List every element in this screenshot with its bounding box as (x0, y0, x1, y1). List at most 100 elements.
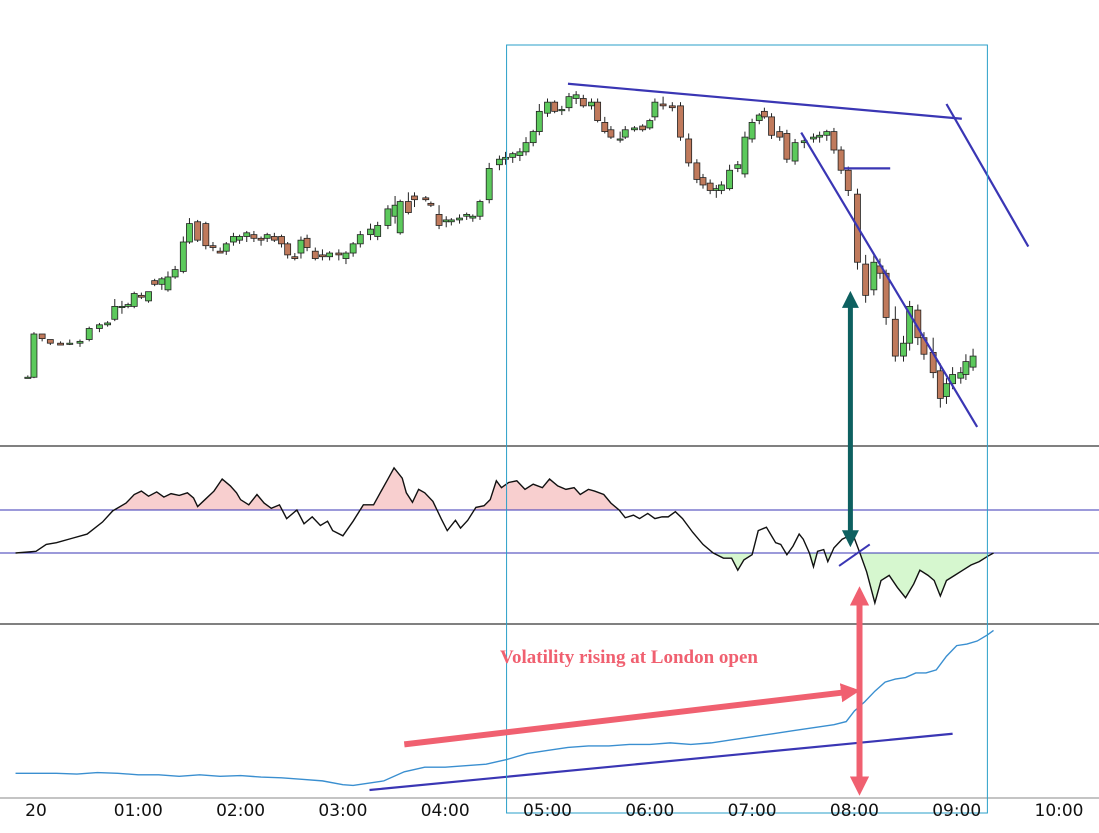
candle-body-bull (651, 101, 659, 118)
candle-body-bear (335, 252, 343, 256)
candle-body-bull (447, 219, 455, 223)
candle-body-bear (404, 201, 412, 213)
candle-body-bull (741, 136, 749, 175)
candle-body-bear (844, 169, 852, 191)
candle-body-bear (319, 254, 326, 258)
candle-body-bear (706, 182, 714, 191)
candle-body-bull (823, 131, 831, 136)
price-panel (24, 82, 1030, 428)
candle-body-bull (384, 208, 392, 226)
candle-body-bear (137, 294, 145, 298)
candle-body-bull (30, 333, 38, 378)
candle-body-bear (837, 149, 845, 171)
oscillator-line (15, 466, 994, 606)
candle-body-bull (962, 361, 970, 375)
candle-body-bull (588, 101, 595, 107)
volatility-line (15, 629, 994, 787)
candle-body-bull (943, 383, 950, 397)
candle-body-bear (194, 221, 202, 241)
candle-body-bull (66, 342, 74, 345)
candle-body-bull (76, 340, 84, 344)
candle-body-bull (396, 201, 404, 234)
annotation-layer: Volatility rising at London open (403, 290, 870, 796)
candle-body-bear (435, 213, 443, 226)
x-tick-label: 03:00 (318, 801, 367, 821)
x-tick-label: 09:00 (932, 801, 981, 821)
candle-body-bear (693, 162, 701, 180)
candle-body-bull (900, 342, 907, 357)
price-trendline (800, 131, 979, 428)
candle-body-bear (659, 103, 667, 107)
candle-body-bull (179, 241, 187, 272)
candle-body-bull (516, 151, 524, 156)
candle-body-bull (24, 376, 32, 379)
candle-body-bull (342, 252, 350, 259)
candle-body-bull (124, 304, 132, 307)
candle-body-bear (551, 101, 559, 112)
oscillator-overbought-fill (114, 479, 283, 510)
candle-body-bull (755, 114, 763, 121)
oscillator-oversold-fill (809, 553, 818, 567)
candle-body-bull (502, 156, 509, 160)
candle-body-bear (303, 237, 311, 248)
candle-body-bull (906, 305, 914, 344)
candle-body-bear (250, 234, 258, 239)
candle-body-bull (145, 291, 152, 302)
candle-body-bull (130, 293, 138, 307)
candle-body-bear (46, 339, 54, 344)
candle-body-bull (469, 215, 477, 219)
candle-body-bear (209, 245, 217, 248)
x-tick-label: 08:00 (830, 801, 879, 821)
candle-body-bear (422, 197, 430, 201)
x-tick-label: 02:00 (216, 801, 265, 821)
candle-body-bear (216, 250, 224, 254)
candle-body-bear (151, 280, 159, 285)
candle-body-bear (579, 98, 587, 107)
candle-body-bull (158, 278, 166, 285)
candle-body-bull (96, 324, 103, 329)
candle-body-bull (326, 252, 334, 258)
candle-body-bear (760, 110, 768, 118)
oscillator-panel (0, 466, 1099, 606)
candle-body-bear (427, 202, 435, 206)
candle-body-bear (284, 243, 292, 256)
volatility-annotation-text: Volatility rising at London open (500, 647, 758, 668)
x-tick-label: 04:00 (421, 801, 470, 821)
candle-body-bull (544, 101, 551, 114)
candle-body-bull (572, 94, 580, 99)
candle-body-bull (230, 236, 237, 243)
candle-body-bull (726, 169, 733, 190)
candle-body-bull (870, 261, 878, 291)
candle-body-bull (456, 217, 463, 221)
candle-body-bear (311, 250, 319, 259)
oscillator-trendline (838, 543, 871, 567)
candle-body-bull (969, 355, 977, 368)
candle-body-bull (734, 164, 742, 169)
candle-body-bull (791, 142, 799, 162)
candle-body-bull (957, 372, 965, 379)
candle-body-bull (164, 276, 172, 291)
highlight-box-layer (506, 44, 988, 814)
candle-body-bear (891, 318, 899, 357)
candle-body-bull (509, 153, 517, 158)
candle-body-bull (171, 269, 179, 278)
candle-body-bear (776, 131, 784, 138)
candle-body-bear (936, 370, 944, 399)
candle-body-bear (291, 256, 299, 259)
panel-dividers (0, 445, 1099, 799)
candle-body-bear (57, 342, 64, 346)
candle-body-bull (646, 120, 654, 129)
highlight-box (506, 44, 988, 814)
candle-body-bull (243, 232, 251, 237)
candle-body-bear (270, 236, 278, 241)
candle-body-bear (685, 138, 693, 164)
candle-body-bear (768, 116, 775, 136)
candle-body-bull (748, 122, 756, 140)
candle-body-bear (830, 131, 838, 151)
x-axis: 20 01:00 02:00 03:00 04:00 05:00 06:00 07:00 08:… (25, 801, 1083, 821)
x-tick-label: 05:00 (523, 801, 572, 821)
candle-body-bear (38, 333, 46, 339)
candle-body-bull (85, 328, 93, 340)
